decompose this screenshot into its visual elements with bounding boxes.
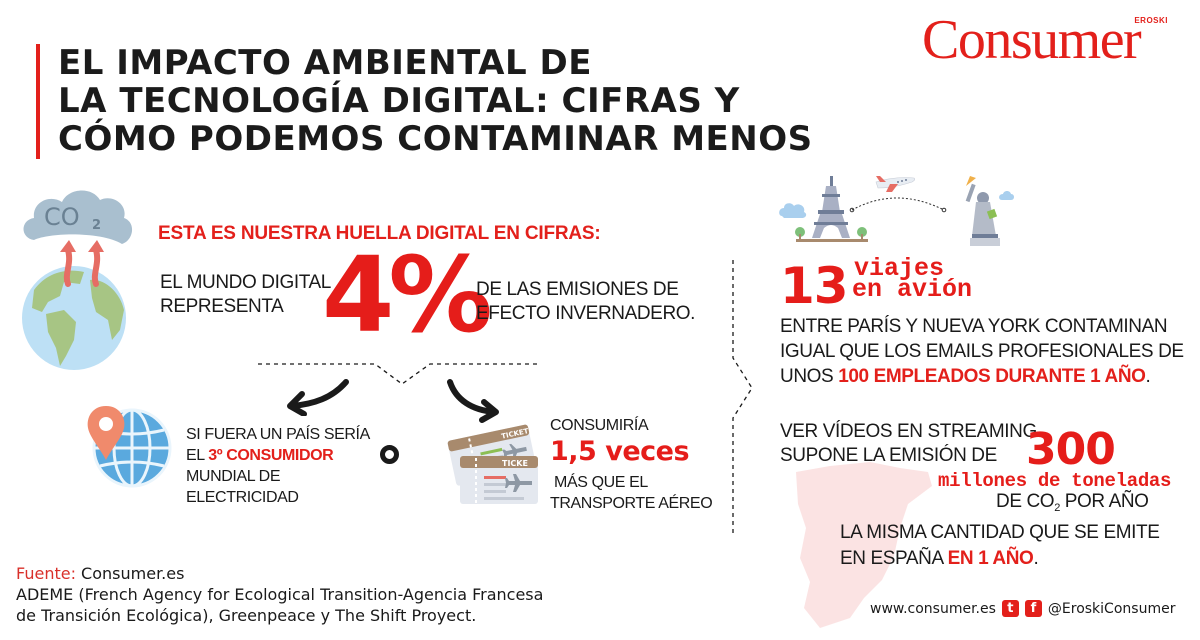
transporte-text: MÁS QUE EL TRANSPORTE AÉREO: [550, 472, 713, 514]
flights-highlight: 100 EMPLEADOS DURANTE 1 AÑO: [838, 366, 1146, 387]
spain-suffix: .: [1033, 548, 1039, 569]
flights-line: IGUAL QUE LOS EMAILS PROFESIONALES DE: [780, 341, 1184, 362]
co2-subscript: 2: [1054, 502, 1060, 514]
vertical-dashed-divider: [728, 258, 758, 538]
streaming-line: SUPONE LA EMISIÓN DE: [780, 445, 997, 466]
source-credits: Fuente: Consumer.es ADEME (French Agency…: [16, 563, 543, 626]
co2-label: CO: [44, 203, 80, 231]
mundo-line: REPRESENTA: [160, 296, 284, 317]
logo-consumer: Consumer: [922, 9, 1142, 71]
consumer-logo: EROSKI Consumer: [922, 6, 1182, 70]
pais-highlight: 3º CONSUMIDOR: [208, 447, 334, 464]
pais-line: SI FUERA UN PAÍS SERÍA: [186, 426, 370, 443]
flights-line: ENTRE PARÍS Y NUEVA YORK CONTAMINAN: [780, 316, 1168, 337]
transporte-line: MÁS QUE EL: [550, 474, 648, 491]
flights-line: UNOS 100 EMPLEADOS DURANTE 1 AÑO.: [780, 364, 1184, 389]
title-accent-bar: [36, 44, 40, 159]
social-handle[interactable]: @EroskiConsumer: [1047, 600, 1176, 617]
title-line: CÓMO PODEMOS CONTAMINAR MENOS: [58, 119, 813, 159]
emisiones-line: EFECTO INVERNADERO.: [476, 303, 696, 324]
flights-stat-number: 13: [780, 257, 849, 315]
title-line: EL IMPACTO AMBIENTAL DE: [58, 43, 592, 83]
source-label: Fuente:: [16, 564, 76, 583]
flights-prefix: UNOS: [780, 366, 839, 387]
statue-of-liberty-icon: [965, 176, 1000, 246]
paris-newyork-illustration: [776, 172, 1016, 252]
emisiones-text: DE LAS EMISIONES DE EFECTO INVERNADERO.: [476, 278, 695, 326]
pais-line: MUNDIAL DE: [186, 468, 281, 485]
website-link[interactable]: www.consumer.es: [870, 600, 996, 617]
spain-highlight: EN 1 AÑO: [947, 548, 1034, 569]
co2-suffix: POR AÑO: [1059, 491, 1149, 512]
pais-prefix: EL: [186, 447, 209, 464]
mundo-digital-text: EL MUNDO DIGITAL REPRESENTA: [160, 271, 331, 319]
flights-description: ENTRE PARÍS Y NUEVA YORK CONTAMINAN IGUA…: [780, 314, 1184, 389]
veces-stat: 1,5 veces: [550, 436, 690, 467]
globe-location-icon: [86, 404, 172, 490]
flights-unit-line: en avión: [852, 275, 973, 304]
flights-suffix: .: [1145, 366, 1151, 387]
pais-line: EL 3º CONSUMIDOR: [186, 445, 370, 466]
streaming-stat-number: 300: [1026, 424, 1116, 475]
flights-unit-line: viajes: [854, 254, 945, 283]
source-first: Consumer.es: [75, 564, 185, 583]
transporte-line: TRANSPORTE AÉREO: [550, 495, 713, 512]
page-title: EL IMPACTO AMBIENTAL DE LA TECNOLOGÍA DI…: [58, 44, 813, 158]
source-line: de Transición Ecológica), Greenpeace y T…: [16, 606, 477, 625]
twitter-icon[interactable]: t: [1001, 600, 1019, 617]
or-separator-circle: [380, 445, 399, 464]
big-stat-4-percent: 4%: [322, 234, 493, 356]
curved-arrow-left-icon: [282, 376, 352, 416]
co2-per-year-text: DE CO2 POR AÑO: [996, 490, 1149, 520]
airplane-icon: [875, 176, 915, 192]
spain-comparison-text: LA MISMA CANTIDAD QUE SE EMITE EN ESPAÑA…: [840, 520, 1160, 572]
streaming-line: VER VÍDEOS EN STREAMING: [780, 421, 1037, 442]
mundo-line: EL MUNDO DIGITAL: [160, 272, 331, 293]
pais-consumidor-text: SI FUERA UN PAÍS SERÍA EL 3º CONSUMIDOR …: [186, 424, 370, 508]
svg-text:2: 2: [92, 218, 101, 233]
section-heading: ESTA ES NUESTRA HUELLA DIGITAL EN CIFRAS…: [158, 223, 601, 244]
consumiria-text: CONSUMIRÍA: [550, 417, 649, 434]
facebook-icon[interactable]: f: [1024, 600, 1042, 617]
earth-co2-icon: CO 2: [12, 180, 137, 370]
footer-links: www.consumer.es t f @EroskiConsumer: [870, 600, 1175, 617]
logo-eroski: EROSKI: [1134, 16, 1168, 25]
spain-map-silhouette: [790, 458, 940, 638]
curved-arrow-right-icon: [444, 376, 504, 424]
spain-line: LA MISMA CANTIDAD QUE SE EMITE: [840, 522, 1160, 543]
svg-text:TICKE: TICKE: [502, 459, 528, 468]
eiffel-tower-icon: [812, 176, 850, 238]
source-line: ADEME (French Agency for Ecological Tran…: [16, 585, 544, 604]
streaming-description: VER VÍDEOS EN STREAMING SUPONE LA EMISIÓ…: [780, 420, 1037, 468]
flights-stat-unit: viajes en avión: [852, 254, 973, 304]
title-line: LA TECNOLOGÍA DIGITAL: CIFRAS Y: [58, 81, 740, 121]
source-line: Fuente: Consumer.es: [16, 563, 543, 584]
pais-line: ELECTRICIDAD: [186, 489, 299, 506]
spain-prefix: EN ESPAÑA: [840, 548, 948, 569]
streaming-stat-unit: millones de toneladas: [938, 470, 1172, 492]
emisiones-line: DE LAS EMISIONES DE: [476, 279, 679, 300]
plane-tickets-icon: TICKET TICKE: [446, 420, 538, 512]
co2-prefix: DE CO: [996, 491, 1055, 512]
spain-line: EN ESPAÑA EN 1 AÑO.: [840, 546, 1160, 572]
